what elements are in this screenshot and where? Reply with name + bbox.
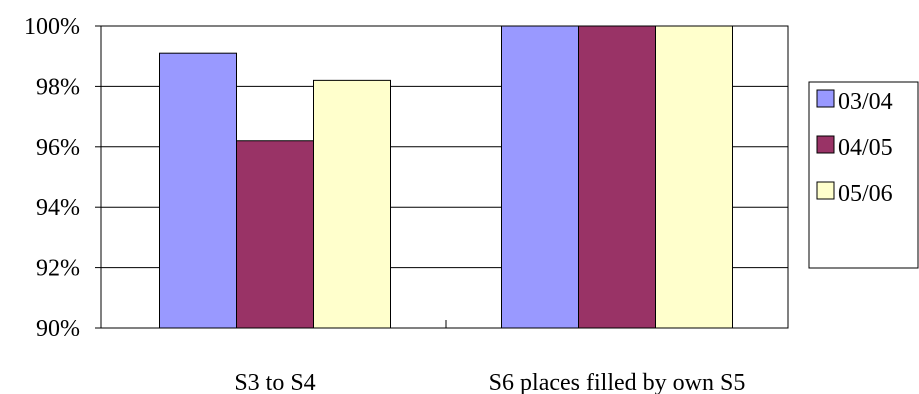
y-tick-label: 90%	[36, 316, 80, 342]
legend-label: 04/05	[838, 135, 893, 161]
bar-04-05-0	[236, 140, 314, 329]
category-label: S6 places filled by own S5	[489, 370, 746, 394]
legend-swatch-05-06	[816, 181, 835, 200]
bar-04-05-1	[578, 25, 656, 329]
legend-swatch-03-04	[816, 89, 835, 108]
axes	[95, 25, 789, 329]
legend-box	[808, 81, 919, 269]
bar-05-06-0	[313, 79, 391, 329]
y-tick-label: 96%	[36, 135, 80, 161]
legend-label: 05/06	[838, 181, 893, 207]
legend: 03/04 04/05 05/06	[808, 81, 919, 269]
bar-03-04-0	[159, 52, 237, 329]
category-label: S3 to S4	[234, 370, 315, 394]
bars	[159, 25, 733, 329]
bar-03-04-1	[501, 25, 579, 329]
y-tick-label: 100%	[24, 14, 80, 40]
plot-area-border	[100, 25, 789, 329]
y-tick-label: 98%	[36, 74, 80, 100]
y-tick-label: 92%	[36, 256, 80, 282]
legend-swatch-04-05	[816, 135, 835, 154]
bar-05-06-1	[655, 25, 733, 329]
legend-label: 03/04	[838, 89, 893, 115]
y-tick-label: 94%	[36, 195, 80, 221]
axis-labels: 90% 92% 94% 96% 98% 100% S3 to S4 S6 places fil…	[24, 14, 745, 394]
